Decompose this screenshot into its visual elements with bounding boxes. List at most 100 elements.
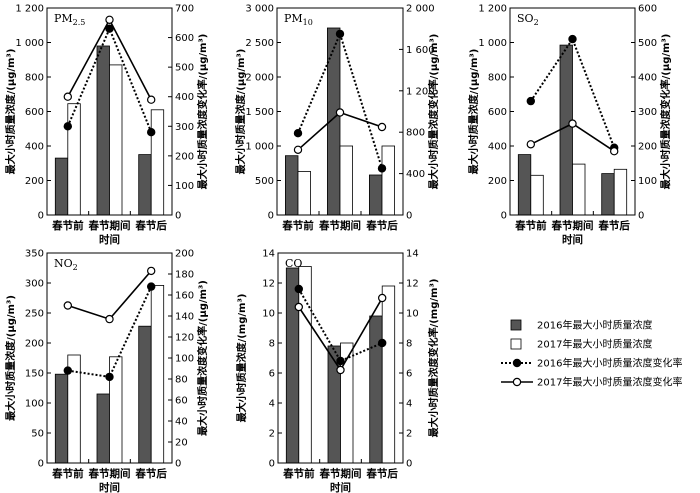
- y-tick-label: 1 000: [478, 38, 507, 49]
- x-tick-label: 春节后: [366, 219, 398, 232]
- y-tick-label: 6: [269, 369, 275, 380]
- line-point: [146, 282, 156, 291]
- y2-tick-label: 200: [638, 142, 657, 153]
- line-point: [526, 140, 536, 149]
- series-line: [67, 286, 153, 379]
- y2-tick-label: 300: [638, 107, 657, 118]
- bar: [109, 64, 123, 216]
- panel-title-main: PM: [284, 12, 303, 25]
- y2-tick-label: 100: [175, 181, 194, 192]
- line-point: [294, 302, 303, 312]
- series-line: [66, 26, 153, 133]
- x-axis-title: 时间: [99, 233, 120, 246]
- x-tick-label: 春节期间: [552, 219, 594, 232]
- y-tick-label: 1 500: [245, 107, 274, 118]
- y2-tick-label: 1 600: [406, 45, 435, 56]
- y-tick-label: 800: [25, 73, 44, 84]
- y2-tick-label: 200: [175, 249, 194, 260]
- y-tick-label: 1 000: [15, 38, 44, 49]
- y-tick-label: 400: [25, 142, 44, 153]
- line-point: [294, 284, 303, 294]
- x-tick-label: 春节后: [135, 219, 167, 232]
- bar: [601, 173, 615, 216]
- line-point: [526, 96, 536, 106]
- line-point: [105, 24, 114, 33]
- panel-title-subscript: 2: [534, 18, 539, 27]
- line-point: [610, 146, 619, 156]
- legend-item: 2017年最大小时质量浓度: [510, 338, 652, 351]
- chart-panel: 0 500 1 000 1 500 2 000 2 500 3 000 0 400 800 1 20…: [234, 4, 440, 233]
- y-axis-title: 最大小时质量浓度/(μg/m³): [467, 49, 480, 175]
- y2-tick-label: 80: [175, 375, 188, 386]
- y-tick-label: 4: [269, 399, 275, 410]
- y2-tick-label: 800: [406, 128, 425, 139]
- panel-title-subscript: 2: [73, 263, 78, 272]
- y-tick-label: 600: [488, 107, 507, 118]
- y2-tick-label: 20: [175, 438, 188, 449]
- y2-tick-label: 160: [175, 291, 194, 302]
- bar: [150, 109, 165, 216]
- line-point: [146, 127, 156, 137]
- y2-tick-label: 700: [175, 4, 194, 15]
- y-tick-label: 3 000: [245, 4, 274, 15]
- bar: [285, 267, 300, 464]
- panel-title-main: CO: [285, 257, 302, 270]
- y2-tick-label: 600: [638, 4, 657, 15]
- chart-panel: 0 200 400 600 800 1 000 1 200 0 100 200 300 400 500 6…: [467, 4, 672, 247]
- y-tick-label: 0: [268, 211, 274, 222]
- legend-label: 2017年最大小时质量浓度: [537, 338, 652, 351]
- y2-tick-label: 0: [175, 459, 181, 470]
- y2-axis-title: 最大小时质量浓度变化率/(μg/m³): [659, 34, 672, 190]
- bar: [369, 315, 383, 464]
- x-tick-label: 春节后: [366, 467, 398, 480]
- y-tick-label: 8: [269, 339, 275, 350]
- y-tick-label: 2: [269, 429, 275, 440]
- y-tick-label: 200: [488, 176, 507, 187]
- line-point: [146, 95, 156, 104]
- y-tick-label: 200: [25, 339, 44, 350]
- y-tick-label: 400: [488, 142, 507, 153]
- bar: [381, 145, 396, 216]
- bar: [96, 393, 110, 464]
- bar: [284, 155, 299, 216]
- x-axis-title: 时间: [99, 481, 120, 493]
- y-tick-label: 150: [25, 369, 44, 380]
- series-line: [297, 288, 383, 363]
- bar: [298, 266, 312, 464]
- bar: [517, 154, 532, 216]
- legend-item: 2017年最大小时质量浓度变化率: [501, 376, 682, 389]
- y2-tick-label: 600: [175, 33, 194, 44]
- line-point: [293, 128, 303, 138]
- panel-title: PM2.5: [54, 12, 85, 27]
- legend-item: 2016年最大小时质量浓度: [510, 319, 652, 332]
- y2-tick-label: 500: [638, 38, 657, 49]
- x-tick-label: 春节前: [283, 467, 315, 480]
- bar: [613, 168, 628, 216]
- y-tick-label: 100: [25, 399, 44, 410]
- bar: [54, 373, 69, 464]
- line-point: [105, 372, 114, 382]
- y-tick-label: 50: [31, 429, 44, 440]
- x-tick-label: 春节期间: [89, 467, 131, 480]
- line-point: [336, 365, 345, 375]
- y2-tick-label: 4: [406, 399, 412, 410]
- y-tick-label: 200: [25, 176, 44, 187]
- y-tick-label: 250: [25, 309, 44, 320]
- y2-tick-label: 400: [406, 169, 425, 180]
- x-axis-title: 时间: [562, 233, 583, 246]
- y-tick-label: 0: [501, 211, 507, 222]
- y-tick-label: 1 200: [478, 4, 507, 15]
- y2-axis-title: 最大小时质量浓度变化率/(mg/m³): [427, 279, 440, 438]
- y-tick-label: 0: [38, 459, 44, 470]
- y-tick-label: 12: [262, 279, 275, 290]
- legend-swatch: [510, 319, 522, 331]
- y-tick-label: 1 000: [245, 142, 274, 153]
- panel-title-subscript: 10: [303, 18, 313, 27]
- y2-tick-label: 12: [406, 279, 419, 290]
- y-tick-label: 10: [262, 309, 275, 320]
- y2-tick-label: 8: [406, 339, 412, 350]
- x-tick-label: 春节前: [52, 219, 84, 232]
- x-tick-label: 春节前: [52, 467, 84, 480]
